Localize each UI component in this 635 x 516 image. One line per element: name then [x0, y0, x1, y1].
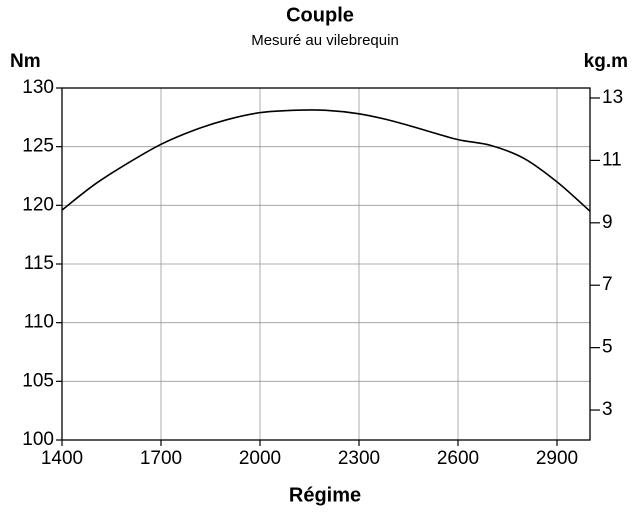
y-tick-label: 100 [22, 429, 54, 450]
y-tick-label: 125 [22, 136, 54, 157]
y2-tick-label: 9 [602, 212, 613, 233]
chart-subtitle: Mesuré au vilebrequin [251, 32, 399, 49]
y-tick-label: 115 [24, 253, 54, 274]
x-tick-label: 2600 [437, 448, 479, 469]
x-tick-label: 1700 [140, 448, 182, 469]
y-tick-label: 110 [24, 312, 54, 333]
y2-tick-label: 11 [602, 149, 622, 170]
x-tick-label: 2900 [536, 448, 578, 469]
y2-axis-label: kg.m [584, 51, 628, 72]
torque-line [61, 109, 591, 212]
y2-tick-label: 13 [602, 87, 623, 108]
y-axis-label: Nm [10, 51, 41, 72]
chart-title: Couple [286, 4, 354, 26]
y-tick-label: 120 [22, 194, 54, 215]
x-tick-label: 1400 [41, 448, 83, 469]
y2-tick-label: 5 [602, 337, 613, 358]
y2-tick-label: 3 [602, 399, 613, 420]
y-tick-label: 130 [22, 77, 54, 98]
x-tick-label: 2000 [239, 448, 281, 469]
plot-frame [61, 87, 591, 441]
y2-tick-label: 7 [602, 274, 613, 295]
y-tick-label: 105 [22, 370, 54, 391]
x-tick-label: 2300 [338, 448, 380, 469]
x-axis-label: Régime [289, 484, 361, 506]
